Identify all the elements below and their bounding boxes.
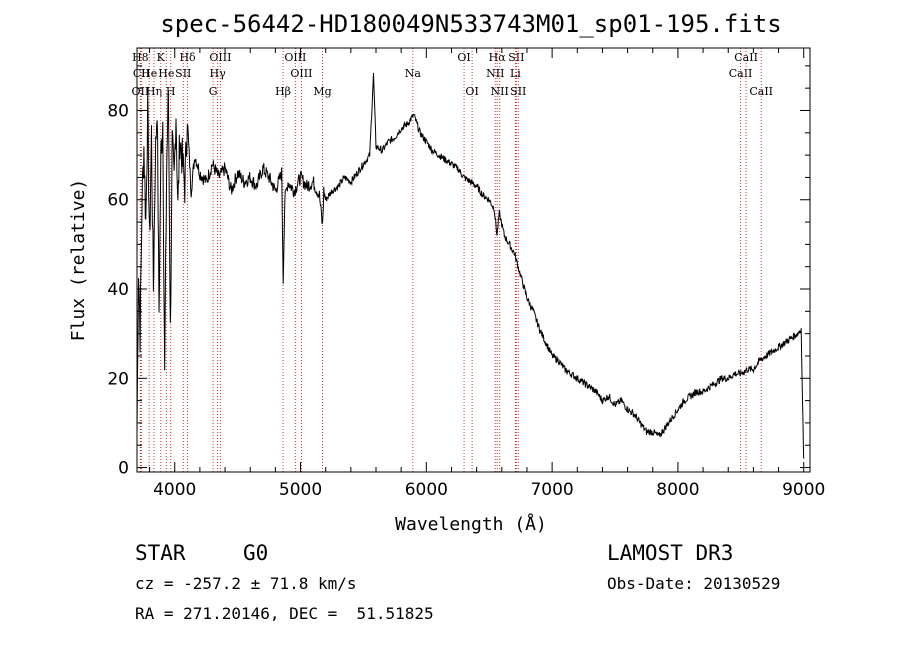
y-tick-label-3: 60 — [107, 191, 129, 211]
chart-title: spec-56442-HD180049N533743M01_sp01-195.f… — [160, 10, 781, 38]
line-marker-label-26: CaII — [729, 67, 753, 80]
line-marker-label-22: NII — [491, 85, 509, 98]
spectral-line-markers: H8OIICIIHeHηKHeHHδSIIOIIIHγGHβOIIIOIIIMg… — [132, 48, 773, 472]
line-marker-label-6: He — [158, 67, 174, 80]
line-marker-label-11: Hγ — [210, 67, 227, 80]
line-marker-label-16: Mg — [313, 85, 331, 98]
x-tick-label-3: 7000 — [530, 480, 573, 500]
line-marker-label-21: NII — [486, 67, 504, 80]
line-marker-label-24: Li — [510, 67, 521, 80]
observation-date: Obs-Date: 20130529 — [607, 574, 780, 593]
line-marker-label-17: Na — [405, 67, 422, 80]
line-marker-label-4: Hη — [146, 85, 162, 98]
x-tick-label-0: 4000 — [153, 480, 196, 500]
line-marker-label-19: OI — [465, 85, 478, 98]
y-tick-label-0: 0 — [118, 459, 129, 479]
survey-name-text: LAMOST DR3 — [607, 541, 734, 565]
y-tick-label-1: 20 — [107, 369, 129, 389]
line-marker-label-1: OII — [132, 85, 150, 98]
x-axis-label: Wavelength (Å) — [395, 513, 547, 535]
line-marker-label-10: OIII — [209, 51, 231, 64]
flux-series-line — [136, 72, 805, 459]
line-marker-label-8: Hδ — [179, 51, 196, 64]
object-class: STAR — [135, 541, 186, 565]
object-subclass-text: G0 — [243, 541, 269, 565]
plot-frame — [136, 47, 811, 473]
line-marker-label-15: OIII — [290, 67, 312, 80]
line-marker-label-13: Hβ — [275, 85, 291, 98]
object-subclass: G0 — [243, 541, 268, 565]
line-marker-label-20: Hα — [489, 51, 507, 64]
y-tick-label-2: 40 — [107, 280, 129, 300]
line-marker-label-12: G — [209, 85, 218, 98]
x-tick-label-1: 5000 — [279, 480, 322, 500]
line-marker-label-14: OIII — [284, 51, 306, 64]
coordinates: RA = 271.20146, DEC = 51.51825 — [135, 604, 434, 623]
coordinates-text: RA = 271.20146, DEC = 51.51825 — [135, 604, 434, 623]
line-marker-label-18: OI — [457, 51, 470, 64]
redshift-velocity: cz = -257.2 ± 71.8 km/s — [135, 574, 357, 593]
line-marker-label-3: He — [141, 67, 157, 80]
axis-ticks: 4000 5000 6000 7000 8000 9000 0 20 40 60 80 — [107, 48, 825, 500]
redshift-velocity-text: cz = -257.2 ± 71.8 km/s — [135, 574, 357, 593]
line-marker-label-27: CaII — [734, 51, 758, 64]
line-marker-label-7: H — [166, 85, 176, 98]
line-marker-label-5: K — [157, 51, 166, 64]
x-tick-label-4: 8000 — [656, 480, 699, 500]
line-marker-label-23: SII — [508, 51, 524, 64]
line-marker-label-28: CaII — [749, 85, 773, 98]
observation-date-text: Obs-Date: 20130529 — [607, 574, 781, 593]
y-axis-label: Flux (relative) — [68, 179, 89, 342]
x-tick-label-5: 9000 — [782, 480, 825, 500]
line-marker-label-9: SII — [175, 67, 191, 80]
survey-name: LAMOST DR3 — [607, 541, 733, 565]
line-marker-label-25: SII — [510, 85, 526, 98]
object-class-text: STAR — [135, 541, 186, 565]
x-tick-label-2: 6000 — [405, 480, 448, 500]
y-tick-label-4: 80 — [107, 101, 129, 121]
